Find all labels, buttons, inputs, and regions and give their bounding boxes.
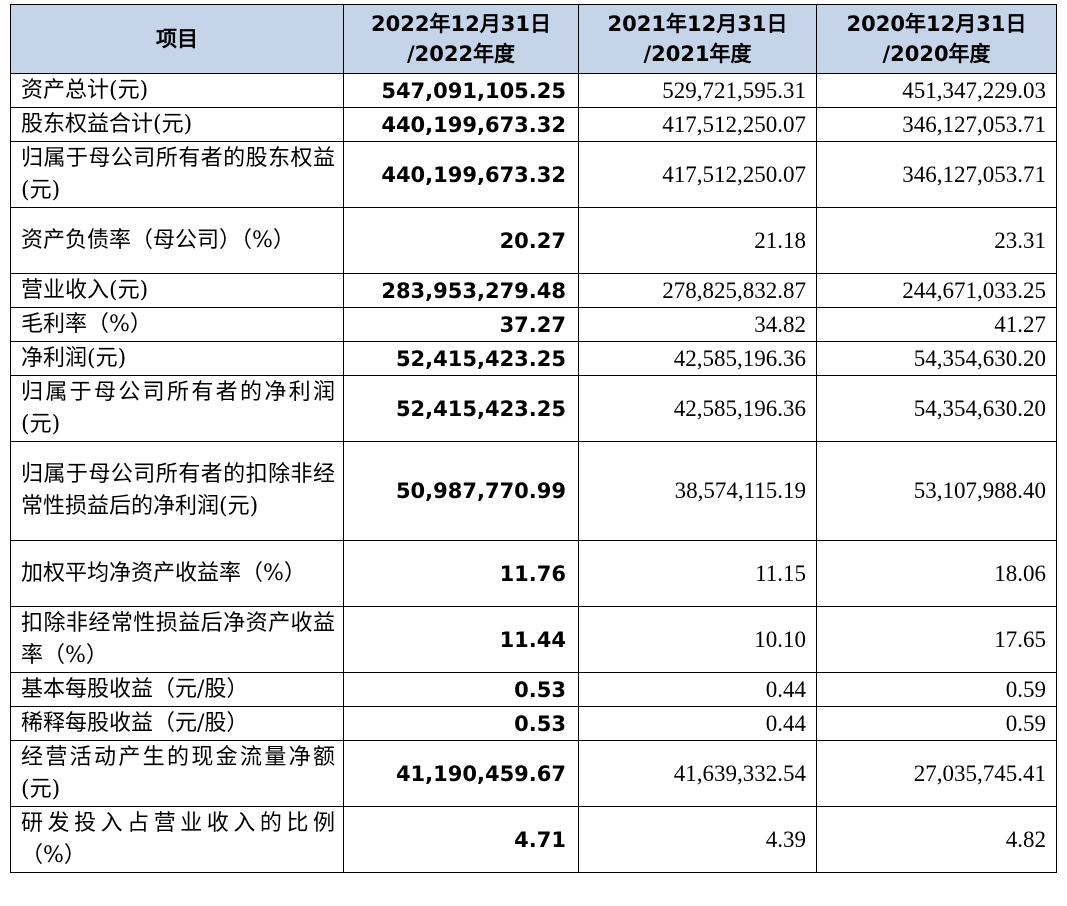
table-row: 毛利率（%） 37.27 34.82 41.27	[10, 307, 1057, 342]
value-2021: 4.39	[578, 806, 817, 873]
value-2022: 440,199,673.32	[343, 141, 579, 208]
header-2022-line2: /2022年度	[406, 42, 516, 66]
value-2020: 346,127,053.71	[816, 107, 1057, 142]
table-row: 归属于母公司所有者的股东权益(元) 440,199,673.32 417,512…	[10, 141, 1057, 208]
value-2021: 38,574,115.19	[578, 441, 817, 541]
value-2022: 0.53	[343, 672, 579, 707]
value-2022: 0.53	[343, 706, 579, 741]
value-2020: 54,354,630.20	[816, 375, 1057, 442]
value-2021: 34.82	[578, 307, 817, 342]
value-2020: 346,127,053.71	[816, 141, 1057, 208]
header-2021: 2021年12月31日 /2021年度	[578, 4, 817, 74]
table-row: 资产负债率（母公司）（%） 20.27 21.18 23.31	[10, 207, 1057, 274]
value-2022: 11.44	[343, 606, 579, 673]
value-2020: 0.59	[816, 706, 1057, 741]
value-2021: 0.44	[578, 672, 817, 707]
value-2021: 41,639,332.54	[578, 740, 817, 807]
value-2022: 4.71	[343, 806, 579, 873]
value-2022: 37.27	[343, 307, 579, 342]
table-row: 归属于母公司所有者的扣除非经常性损益后的净利润(元) 50,987,770.99…	[10, 441, 1057, 541]
row-label: 归属于母公司所有者的净利润(元)	[10, 375, 344, 442]
value-2020: 0.59	[816, 672, 1057, 707]
value-2021: 0.44	[578, 706, 817, 741]
header-2020-line2: /2020年度	[882, 42, 991, 66]
table-row: 扣除非经常性损益后净资产收益率（%） 11.44 10.10 17.65	[10, 606, 1057, 673]
header-2020-line1: 2020年12月31日	[846, 12, 1027, 36]
header-2022-line1: 2022年12月31日	[371, 12, 551, 36]
value-2020: 41.27	[816, 307, 1057, 342]
header-2020: 2020年12月31日 /2020年度	[816, 4, 1057, 74]
row-label: 营业收入(元)	[10, 273, 344, 308]
value-2021: 278,825,832.87	[578, 273, 817, 308]
row-label: 归属于母公司所有者的扣除非经常性损益后的净利润(元)	[10, 441, 344, 541]
table-row: 稀释每股收益（元/股） 0.53 0.44 0.59	[10, 706, 1057, 741]
table-row: 经营活动产生的现金流量净额(元) 41,190,459.67 41,639,33…	[10, 740, 1057, 807]
row-label: 研发投入占营业收入的比例（%）	[10, 806, 344, 873]
row-label: 基本每股收益（元/股）	[10, 672, 344, 707]
table-row: 净利润(元) 52,415,423.25 42,585,196.36 54,35…	[10, 341, 1057, 376]
row-label: 加权平均净资产收益率（%）	[10, 540, 344, 607]
value-2022: 52,415,423.25	[343, 341, 579, 376]
value-2021: 417,512,250.07	[578, 141, 817, 208]
value-2021: 42,585,196.36	[578, 375, 817, 442]
table-row: 加权平均净资产收益率（%） 11.76 11.15 18.06	[10, 540, 1057, 607]
value-2020: 23.31	[816, 207, 1057, 274]
value-2022: 11.76	[343, 540, 579, 607]
row-label: 资产总计(元)	[10, 73, 344, 108]
header-row: 项目 2022年12月31日 /2022年度 2021年12月31日 /2021…	[10, 4, 1057, 74]
value-2022: 50,987,770.99	[343, 441, 579, 541]
value-2021: 10.10	[578, 606, 817, 673]
row-label: 经营活动产生的现金流量净额(元)	[10, 740, 344, 807]
header-2021-line2: /2021年度	[643, 42, 752, 66]
value-2020: 17.65	[816, 606, 1057, 673]
value-2020: 54,354,630.20	[816, 341, 1057, 376]
table-body: 资产总计(元) 547,091,105.25 529,721,595.31 45…	[10, 73, 1057, 873]
financial-data-table: 项目 2022年12月31日 /2022年度 2021年12月31日 /2021…	[10, 4, 1057, 873]
row-label: 资产负债率（母公司）（%）	[10, 207, 344, 274]
table-header: 项目 2022年12月31日 /2022年度 2021年12月31日 /2021…	[10, 4, 1057, 74]
value-2021: 42,585,196.36	[578, 341, 817, 376]
value-2021: 21.18	[578, 207, 817, 274]
value-2020: 27,035,745.41	[816, 740, 1057, 807]
header-2021-line1: 2021年12月31日	[607, 12, 788, 36]
value-2021: 417,512,250.07	[578, 107, 817, 142]
row-label: 毛利率（%）	[10, 307, 344, 342]
value-2022: 52,415,423.25	[343, 375, 579, 442]
header-2022: 2022年12月31日 /2022年度	[343, 4, 579, 74]
table-row: 归属于母公司所有者的净利润(元) 52,415,423.25 42,585,19…	[10, 375, 1057, 442]
table-row: 基本每股收益（元/股） 0.53 0.44 0.59	[10, 672, 1057, 707]
table-row: 研发投入占营业收入的比例（%） 4.71 4.39 4.82	[10, 806, 1057, 873]
value-2022: 283,953,279.48	[343, 273, 579, 308]
header-item-label: 项目	[156, 27, 198, 51]
value-2022: 440,199,673.32	[343, 107, 579, 142]
row-label: 股东权益合计(元)	[10, 107, 344, 142]
row-label: 净利润(元)	[10, 341, 344, 376]
row-label: 归属于母公司所有者的股东权益(元)	[10, 141, 344, 208]
header-item: 项目	[10, 4, 344, 74]
value-2022: 547,091,105.25	[343, 73, 579, 108]
value-2021: 529,721,595.31	[578, 73, 817, 108]
value-2022: 20.27	[343, 207, 579, 274]
value-2020: 4.82	[816, 806, 1057, 873]
row-label: 稀释每股收益（元/股）	[10, 706, 344, 741]
table-row: 资产总计(元) 547,091,105.25 529,721,595.31 45…	[10, 73, 1057, 108]
table-row: 股东权益合计(元) 440,199,673.32 417,512,250.07 …	[10, 107, 1057, 142]
value-2020: 53,107,988.40	[816, 441, 1057, 541]
table-row: 营业收入(元) 283,953,279.48 278,825,832.87 24…	[10, 273, 1057, 308]
value-2020: 451,347,229.03	[816, 73, 1057, 108]
row-label: 扣除非经常性损益后净资产收益率（%）	[10, 606, 344, 673]
value-2020: 244,671,033.25	[816, 273, 1057, 308]
value-2022: 41,190,459.67	[343, 740, 579, 807]
value-2020: 18.06	[816, 540, 1057, 607]
value-2021: 11.15	[578, 540, 817, 607]
